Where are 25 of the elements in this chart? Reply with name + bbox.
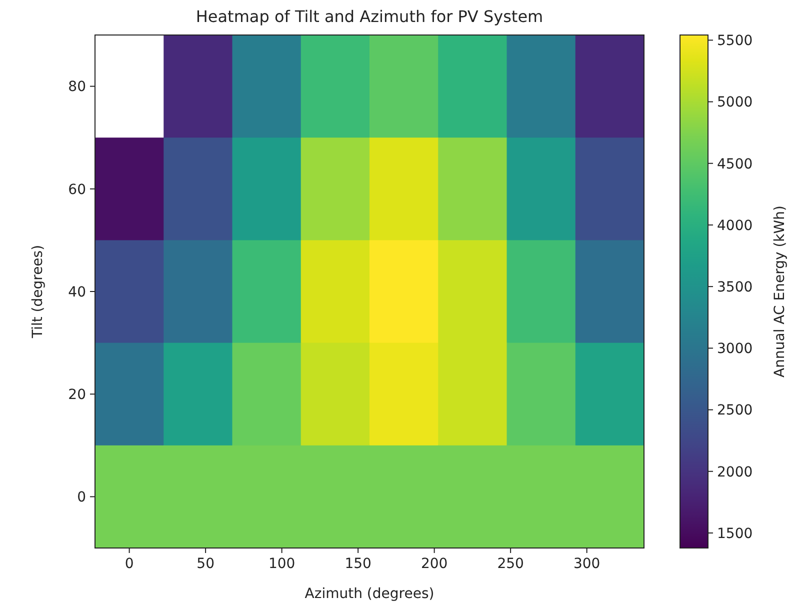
x-axis-title: Azimuth (degrees) [304,586,434,602]
chart-title: Heatmap of Tilt and Azimuth for PV System [196,7,544,26]
x-tick-label: 100 [268,556,296,572]
color-bar-label: 3500 [717,279,753,296]
y-tick-label: 0 [77,490,86,506]
x-tick-label: 250 [497,556,524,572]
x-tick-label: 0 [124,556,134,572]
y-tick-label: 40 [68,284,86,300]
color-bar-label: 2500 [717,402,753,419]
y-tick-label: 60 [68,182,86,198]
color-bar-label: 4000 [717,218,753,234]
color-bar-label: 2000 [717,464,753,480]
color-bar-title: Annual AC Energy (kWh) [772,206,788,378]
color-bar-label: 4500 [717,156,753,172]
color-bar-label: 3000 [717,341,753,358]
x-tick-label: 150 [344,556,372,572]
color-bar-label: 1500 [717,526,753,542]
y-axis-title: Tilt (degrees) [30,244,46,340]
y-tick-label: 80 [68,79,86,96]
x-tick-label: 200 [420,556,448,572]
x-tick-label: 50 [196,556,214,572]
x-tick-label: 300 [573,556,600,572]
color-bar-label: 5500 [717,33,753,50]
color-bar-label: 5000 [717,94,753,111]
y-tick-label: 20 [68,387,86,403]
